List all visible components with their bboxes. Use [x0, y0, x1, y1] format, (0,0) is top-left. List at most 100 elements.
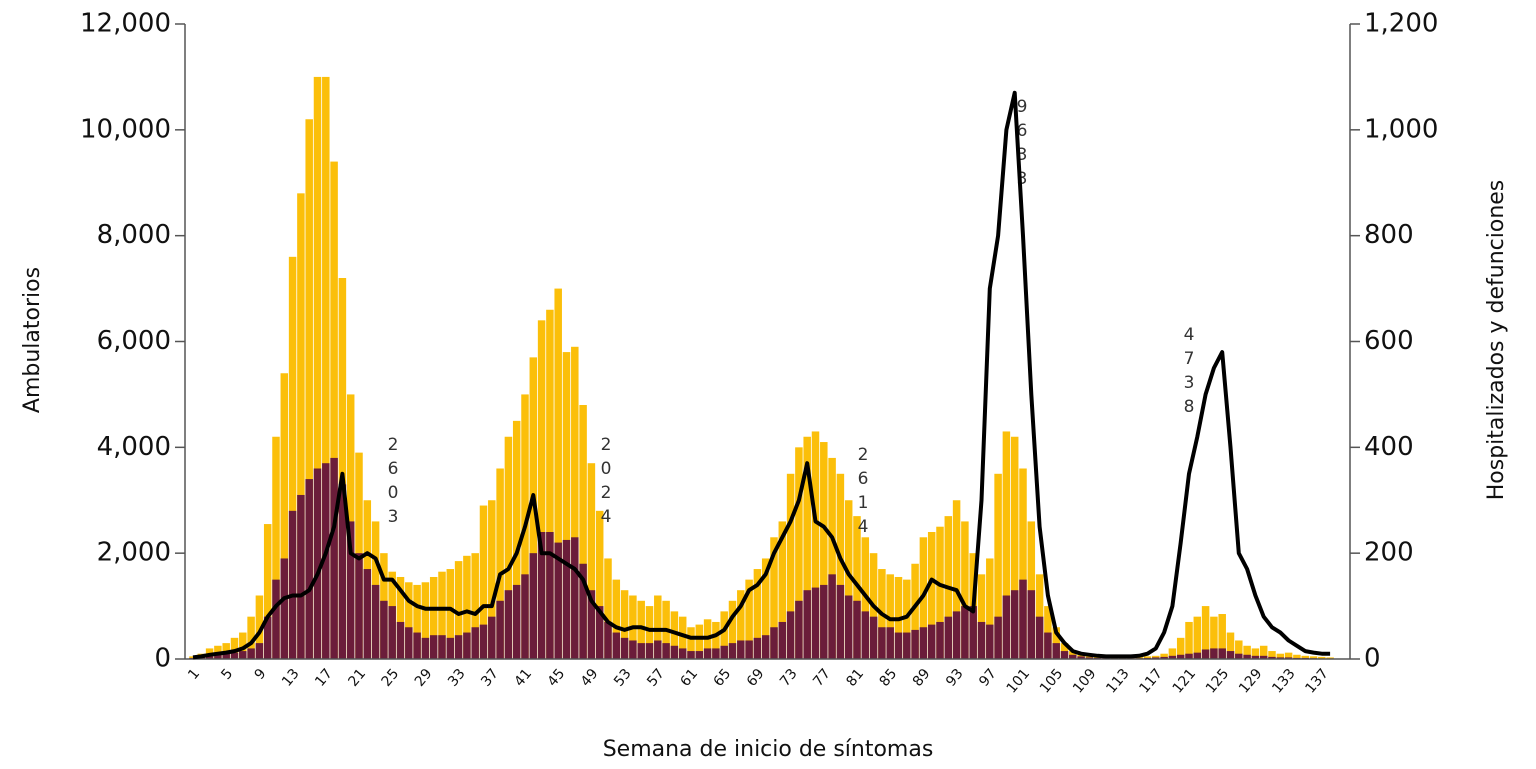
bar	[620, 590, 629, 659]
x-tick-label: 85	[877, 666, 901, 690]
bar	[927, 624, 936, 659]
bar	[579, 405, 587, 659]
x-tick-label: 117	[1136, 666, 1165, 697]
bar	[1019, 468, 1027, 659]
bar	[562, 539, 571, 659]
bar	[1044, 606, 1052, 659]
bar	[205, 655, 214, 659]
bar	[1077, 656, 1085, 659]
bar	[463, 555, 471, 659]
bar	[961, 606, 969, 659]
x-tick-label: 57	[644, 666, 668, 690]
x-tick-label: 65	[711, 666, 735, 690]
bar	[272, 436, 280, 659]
bar	[1301, 655, 1309, 659]
bar	[554, 542, 562, 659]
x-tick-label: 29	[412, 666, 436, 690]
bar	[454, 561, 463, 659]
bar	[1160, 656, 1168, 659]
x-tick-label: 93	[943, 666, 967, 690]
bar	[1176, 637, 1185, 659]
x-tick-label: 53	[611, 666, 635, 690]
y-tick-label: 0	[154, 644, 171, 674]
bar	[961, 521, 969, 659]
bar	[330, 161, 338, 660]
bar	[778, 521, 787, 659]
bar	[795, 447, 803, 659]
bar	[927, 532, 936, 659]
bar	[737, 590, 745, 659]
bar	[969, 606, 977, 659]
bar	[421, 637, 430, 659]
bar	[728, 643, 737, 659]
bar	[687, 627, 695, 659]
bar	[944, 616, 953, 659]
bar	[1210, 648, 1218, 659]
bar	[571, 537, 579, 659]
bar	[712, 621, 720, 659]
bar	[1010, 436, 1019, 659]
bar	[820, 584, 828, 659]
bar	[1085, 657, 1094, 659]
bar	[1235, 640, 1243, 659]
bar	[1259, 645, 1268, 659]
bar	[546, 532, 554, 659]
bar	[612, 579, 621, 659]
bar	[1259, 655, 1268, 659]
bar	[1284, 657, 1293, 659]
x-tick-label: 125	[1203, 666, 1232, 697]
bar	[869, 616, 878, 659]
bar	[363, 569, 372, 659]
bar	[1019, 579, 1027, 659]
bar	[1276, 657, 1285, 659]
y2-tick-label: 600	[1364, 326, 1414, 356]
bar	[1152, 657, 1160, 659]
bar	[504, 436, 513, 659]
bar	[952, 611, 961, 659]
bar	[670, 645, 679, 659]
bar	[761, 558, 770, 659]
x-tick-label: 105	[1037, 666, 1066, 697]
x-tick-label: 101	[1004, 666, 1033, 697]
bar	[512, 420, 521, 659]
bar	[911, 563, 919, 659]
bar	[820, 442, 828, 659]
bar	[479, 624, 488, 659]
bar	[761, 635, 770, 659]
x-tick-label: 37	[478, 666, 502, 690]
bars	[189, 76, 1334, 660]
bar	[770, 627, 778, 659]
bar	[388, 606, 396, 659]
bar	[753, 569, 762, 659]
bar	[479, 505, 488, 659]
bar	[886, 574, 894, 659]
x-tick-label: 81	[843, 666, 867, 690]
axes: 0 2,000 4,000 6,000 8,000 10,000 12,000 0 200 400…	[80, 9, 1438, 697]
bar	[720, 645, 728, 659]
line	[192, 90, 1331, 660]
bar	[322, 76, 330, 659]
y2-tick-label: 200	[1364, 538, 1414, 568]
bar	[537, 320, 546, 659]
bar	[786, 611, 795, 659]
bar	[745, 640, 753, 659]
y-axis-label: Ambulatorios	[20, 267, 45, 413]
bar	[239, 632, 247, 659]
x-tick-label: 113	[1103, 666, 1132, 697]
bar	[1193, 652, 1202, 659]
bar	[371, 584, 380, 659]
x-tick-label: 45	[545, 666, 569, 690]
bar	[894, 632, 903, 659]
bar	[977, 621, 986, 659]
x-tick-label: 77	[810, 666, 834, 690]
bar	[1185, 653, 1193, 659]
bar	[1218, 648, 1226, 659]
bar	[620, 637, 629, 659]
bar	[313, 468, 322, 659]
bar	[695, 624, 704, 659]
bar	[994, 473, 1002, 659]
bar	[911, 629, 919, 659]
bar	[313, 76, 322, 659]
